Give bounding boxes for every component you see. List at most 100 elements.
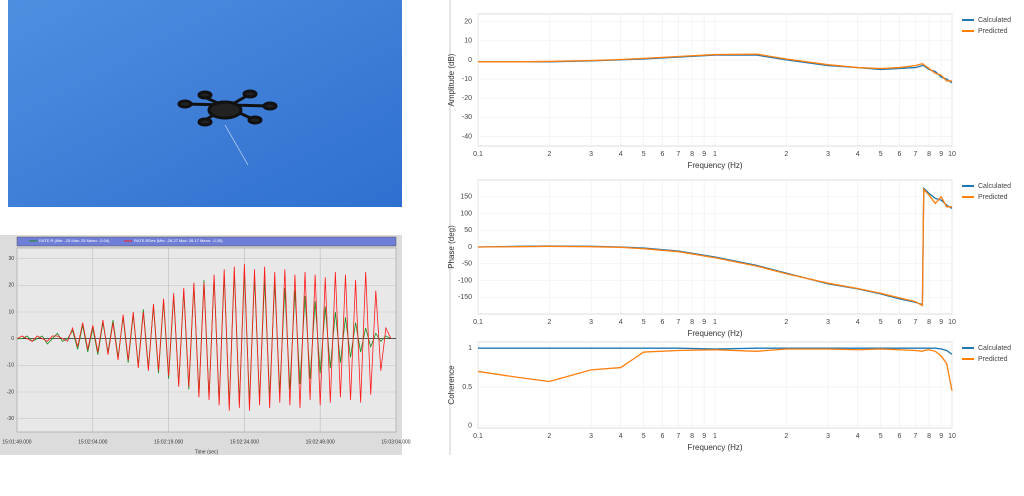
x-tick-label: 5	[879, 319, 883, 326]
y-tick-label: -30	[462, 114, 472, 121]
x-tick-label: 3	[589, 151, 593, 158]
y-tick-label: 0	[468, 57, 472, 64]
x-tick-label: 1	[713, 319, 717, 326]
legend-label: RATE.R (Min: -25 Max: 25 Mean: -0.04)	[39, 238, 110, 243]
y-tick-label: -50	[462, 261, 472, 268]
series-line	[16, 263, 392, 411]
x-tick-label: 2	[784, 151, 788, 158]
x-tick-label: 10	[948, 433, 956, 440]
series-line	[478, 347, 953, 355]
x-tick-label: 7	[913, 433, 917, 440]
y-tick-label: 100	[460, 210, 472, 217]
x-tick-label: 5	[642, 433, 646, 440]
y-tick-label: 50	[464, 227, 472, 234]
x-tick-label: 15:02:49.000	[306, 439, 335, 445]
legend-label: Calculated	[978, 17, 1011, 24]
x-tick-label: 8	[927, 433, 931, 440]
y-tick-label: -20	[7, 389, 14, 395]
x-tick-label: 8	[690, 151, 694, 158]
x-tick-label: 8	[927, 319, 931, 326]
y-tick-label: 20	[464, 18, 472, 25]
y-tick-label: -40	[462, 133, 472, 140]
legend-label: Predicted	[978, 194, 1008, 201]
x-tick-label: 4	[856, 319, 860, 326]
x-tick-label: 4	[856, 433, 860, 440]
x-tick-label: 9	[702, 319, 706, 326]
x-tick-label: 9	[702, 433, 706, 440]
x-tick-label: 1	[713, 151, 717, 158]
x-tick-label: 15:02:19.000	[154, 439, 183, 445]
x-tick-label: 0.1	[473, 151, 483, 158]
y-tick-label: 150	[460, 194, 472, 201]
x-tick-label: 7	[913, 319, 917, 326]
y-tick-label: -10	[7, 363, 14, 369]
legend-label: Predicted	[978, 28, 1008, 35]
y-tick-label: 0	[468, 244, 472, 251]
x-tick-label: 5	[879, 433, 883, 440]
x-tick-label: 15:01:49.000	[2, 439, 31, 445]
x-axis-label: Time (sec)	[195, 449, 219, 455]
x-tick-label: 2	[784, 433, 788, 440]
x-tick-label: 3	[589, 433, 593, 440]
legend-label: Predicted	[978, 356, 1008, 363]
legend-label: Calculated	[978, 183, 1011, 190]
x-tick-label: 6	[660, 319, 664, 326]
x-tick-label: 7	[676, 319, 680, 326]
x-tick-label: 2	[547, 151, 551, 158]
y-tick-label: 0	[468, 423, 472, 430]
y-tick-label: -150	[458, 294, 472, 301]
y-tick-label: 10	[8, 309, 14, 315]
x-tick-label: 9	[939, 433, 943, 440]
y-axis-label: Amplitude (dB)	[447, 53, 456, 106]
x-tick-label: 8	[927, 151, 931, 158]
x-tick-label: 2	[547, 319, 551, 326]
x-tick-label: 4	[619, 433, 623, 440]
x-tick-label: 5	[642, 319, 646, 326]
x-tick-label: 5	[642, 151, 646, 158]
x-tick-label: 8	[690, 433, 694, 440]
x-tick-label: 6	[660, 151, 664, 158]
x-tick-label: 9	[939, 319, 943, 326]
x-tick-label: 7	[676, 151, 680, 158]
x-tick-label: 7	[676, 433, 680, 440]
x-tick-label: 3	[826, 319, 830, 326]
x-tick-label: 6	[897, 151, 901, 158]
series-line	[477, 348, 953, 391]
x-axis-label: Frequency (Hz)	[687, 443, 742, 452]
legend-label: RATE.RDes (Min: -28.27 Max: 28.17 Mean: …	[134, 238, 223, 243]
y-tick-label: 0.5	[462, 384, 472, 391]
x-tick-label: 2	[547, 433, 551, 440]
x-axis-label: Frequency (Hz)	[687, 329, 742, 338]
x-tick-label: 10	[948, 319, 956, 326]
series-line	[17, 271, 392, 406]
x-tick-label: 6	[897, 319, 901, 326]
x-tick-label: 4	[619, 151, 623, 158]
x-tick-label: 15:02:34.000	[230, 439, 259, 445]
x-tick-label: 6	[660, 433, 664, 440]
y-axis-label: Phase (deg)	[447, 225, 456, 269]
x-tick-label: 0.1	[473, 319, 483, 326]
x-tick-label: 2	[784, 319, 788, 326]
x-tick-label: 6	[897, 433, 901, 440]
y-tick-label: 1	[468, 345, 472, 352]
y-axis-label: Coherence	[447, 365, 456, 405]
x-tick-label: 15:03:04.000	[381, 439, 410, 445]
series-line	[477, 187, 952, 307]
x-tick-label: 3	[589, 319, 593, 326]
x-tick-label: 3	[826, 433, 830, 440]
y-tick-label: -100	[458, 277, 472, 284]
y-tick-label: -20	[462, 95, 472, 102]
x-tick-label: 9	[702, 151, 706, 158]
x-tick-label: 1	[713, 433, 717, 440]
y-tick-label: 20	[8, 283, 14, 289]
x-tick-label: 4	[619, 319, 623, 326]
x-tick-label: 10	[948, 151, 956, 158]
x-tick-label: 7	[913, 151, 917, 158]
y-tick-label: 0	[11, 336, 14, 342]
x-tick-label: 4	[856, 151, 860, 158]
legend-label: Calculated	[978, 345, 1011, 352]
y-tick-label: -10	[462, 76, 472, 83]
x-tick-label: 9	[939, 151, 943, 158]
